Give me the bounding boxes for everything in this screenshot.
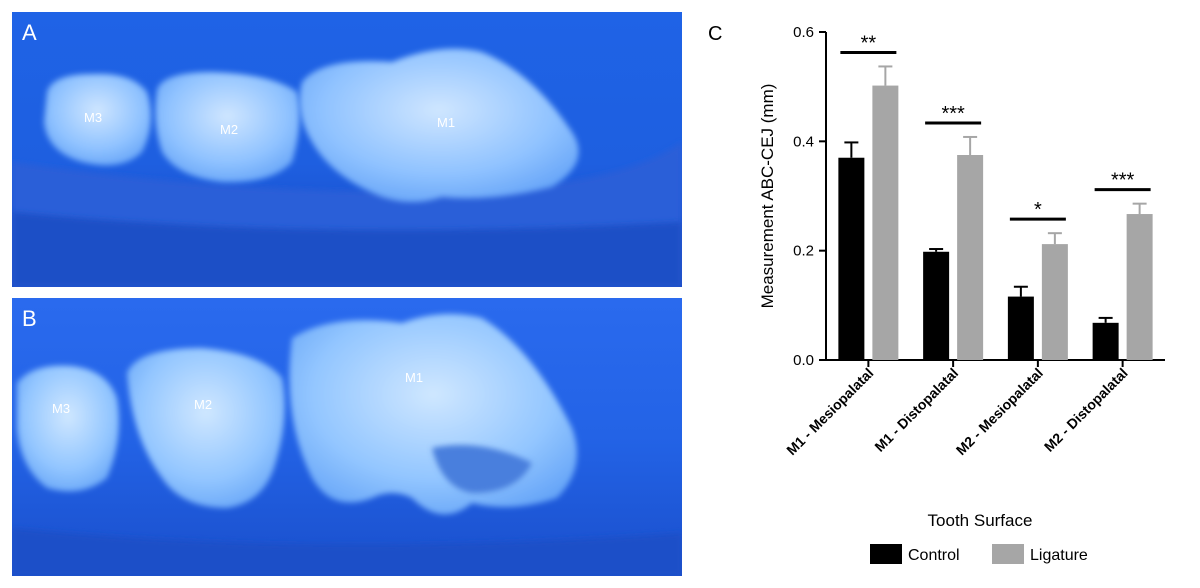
y-tick-label: 0.4 [793, 133, 814, 150]
y-tick-label: 0.6 [793, 24, 814, 41]
bar-ligature [1126, 214, 1153, 360]
bar-control [923, 251, 950, 360]
panel-letter-c: C [708, 23, 722, 45]
x-tick-label: M2 - Distopalatal [1041, 365, 1131, 455]
tooth-label-m3: M3 [52, 401, 71, 416]
significance-label: *** [1111, 170, 1135, 192]
significance-label: * [1034, 199, 1042, 221]
chart-legend: Control Ligature [870, 544, 1088, 564]
molars-photo-a [12, 12, 682, 287]
legend-swatch-control [870, 544, 902, 564]
tooth-label-m1: M1 [437, 115, 456, 130]
legend-label-control: Control [908, 547, 960, 564]
bar-ligature [1041, 244, 1068, 360]
y-tick-label: 0.0 [793, 352, 814, 369]
bar-control [1092, 322, 1119, 360]
y-axis-label: Measurement ABC-CEJ (mm) [758, 84, 777, 309]
significance-label: *** [941, 103, 965, 125]
chart-bars [838, 65, 1153, 360]
x-tick-label: M1 - Mesiopalatal [783, 365, 876, 458]
x-axis-label: Tooth Surface [928, 511, 1033, 530]
chart-axes: 0.0 0.2 0.4 0.6 [793, 24, 1165, 369]
tooth-label-m2: M2 [194, 397, 213, 412]
panel-letter-b: B [22, 306, 37, 331]
x-tick-label: M1 - Distopalatal [871, 365, 961, 455]
tooth-label-m1: M1 [405, 370, 424, 385]
legend-swatch-ligature [992, 544, 1024, 564]
bar-ligature [872, 85, 899, 360]
x-tick-label: M2 - Mesiopalatal [953, 365, 1046, 458]
bar-control [1007, 296, 1034, 360]
photo-panel-b: B M3 M2 M1 [12, 298, 682, 576]
significance-label: ** [861, 32, 877, 54]
bar-ligature [957, 155, 984, 360]
legend-label-ligature: Ligature [1030, 547, 1088, 564]
bar-chart: C 0.00.20.40.6 ********* M1 - Mesiopalat… [708, 23, 1165, 564]
y-tick-label: 0.2 [793, 243, 814, 260]
tooth-label-m2: M2 [220, 122, 239, 137]
tooth-label-m3: M3 [84, 110, 103, 125]
panel-letter-a: A [22, 20, 37, 45]
molars-photo-b [12, 298, 682, 576]
photo-panel-a: A M3 M2 M1 [12, 12, 682, 287]
significance-annotations: ********* [840, 32, 1151, 221]
bar-control [838, 157, 865, 360]
